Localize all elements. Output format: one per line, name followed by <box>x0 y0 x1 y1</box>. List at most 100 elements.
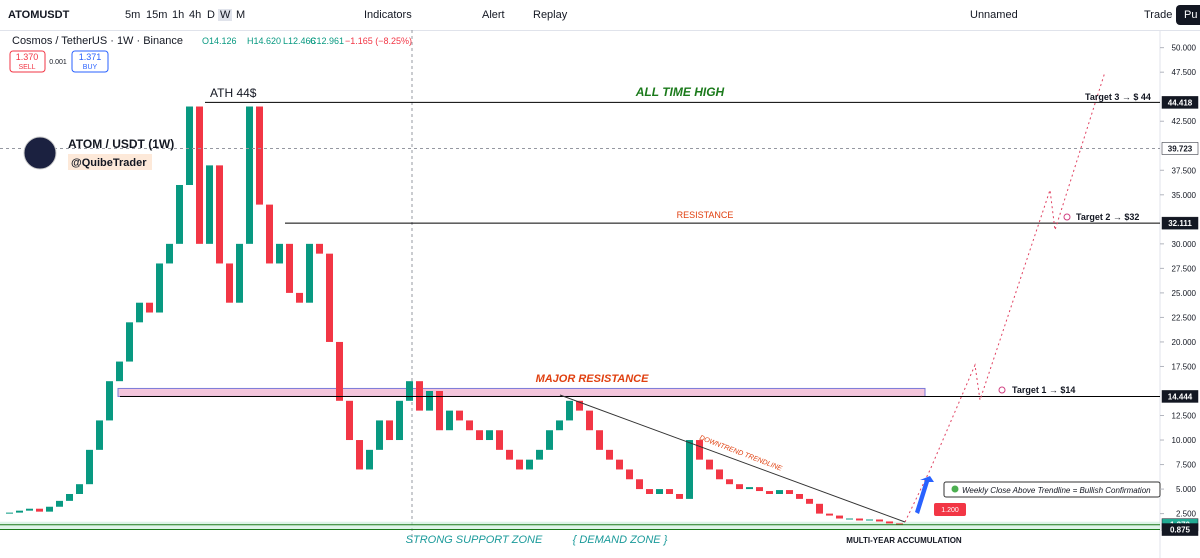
candle <box>846 518 853 520</box>
candle <box>96 420 103 450</box>
candle <box>886 521 893 524</box>
interval[interactable]: 4h <box>189 9 202 21</box>
annotation: RESISTANCE <box>677 210 734 220</box>
annotation: 1.200 <box>941 507 959 514</box>
candle <box>316 243 323 254</box>
candle <box>456 410 463 421</box>
candle <box>166 243 173 264</box>
candle <box>426 390 433 411</box>
candle <box>296 292 303 303</box>
candle <box>836 515 843 519</box>
arrow <box>915 476 934 514</box>
interval[interactable]: W <box>218 9 233 21</box>
candle <box>216 165 223 264</box>
annotation: Target 1 → $14 <box>1012 385 1075 395</box>
candle <box>26 508 33 511</box>
annotation: MULTI-YEAR ACCUMULATION <box>846 536 962 545</box>
level-label: 0.875 <box>1170 526 1191 535</box>
candle <box>656 489 663 494</box>
target-icon <box>1063 213 1071 221</box>
candle <box>856 518 863 521</box>
y-tick-label: 42.500 <box>1172 117 1197 126</box>
candle <box>106 381 113 421</box>
interval[interactable]: 5m <box>125 9 141 21</box>
candle <box>516 459 523 470</box>
candle <box>726 479 733 485</box>
legend-low: L12.466 <box>283 36 316 46</box>
candle <box>466 420 473 431</box>
y-tick-label: 20.000 <box>1172 338 1197 347</box>
symbol[interactable]: ATOMUSDT <box>8 9 70 21</box>
alert[interactable]: Alert <box>482 9 505 21</box>
indicators[interactable]: Indicators <box>364 9 412 21</box>
level-badge <box>1161 390 1199 403</box>
y-tick-label: 2.500 <box>1176 510 1197 519</box>
candle <box>606 449 613 460</box>
candle <box>896 523 903 525</box>
candle <box>706 459 713 470</box>
legend-high: H14.620 <box>247 36 281 46</box>
price-tag <box>934 503 966 516</box>
candle <box>786 490 793 494</box>
y-tick-label: 10.000 <box>1172 436 1197 445</box>
candle <box>386 420 393 441</box>
candle <box>666 489 673 494</box>
candle <box>146 302 153 313</box>
level-label: 32.111 <box>1168 219 1192 228</box>
candle <box>116 361 123 382</box>
candle <box>246 106 253 244</box>
author: @QuibeTrader <box>71 157 147 169</box>
candle <box>66 493 73 501</box>
y-tick-label: 37.500 <box>1172 166 1197 175</box>
candle <box>356 440 363 470</box>
candle <box>646 489 653 494</box>
layout-name[interactable]: Unnamed <box>970 9 1018 21</box>
interval[interactable]: 1h <box>172 9 185 21</box>
candle <box>76 484 83 494</box>
logo <box>23 136 57 170</box>
candle <box>686 440 693 499</box>
replay[interactable]: Replay <box>533 9 568 21</box>
interval[interactable]: D <box>207 9 215 21</box>
candle <box>286 243 293 293</box>
y-tick-label: 7.500 <box>1176 461 1197 470</box>
y-tick-label: 17.500 <box>1172 362 1197 371</box>
author-bg <box>68 154 152 170</box>
spread: 0.001 <box>49 59 67 66</box>
candle <box>56 500 63 507</box>
publish[interactable]: Pu <box>1176 5 1200 25</box>
candle <box>816 503 823 514</box>
annotation: Target 2 → $32 <box>1076 212 1139 222</box>
candle <box>156 263 163 313</box>
candle <box>46 506 53 512</box>
candle <box>476 430 483 441</box>
candle <box>276 243 283 264</box>
sell-button[interactable] <box>9 50 46 73</box>
candle <box>406 381 413 401</box>
y-tick-label: 50.000 <box>1172 44 1197 53</box>
candle <box>616 459 623 470</box>
level-badge <box>1161 523 1199 536</box>
candle <box>826 513 833 516</box>
interval[interactable]: 15m <box>146 9 168 21</box>
candle <box>266 204 273 264</box>
candle <box>746 487 753 490</box>
candle <box>326 253 333 342</box>
candle <box>556 420 563 431</box>
candle <box>806 498 813 504</box>
chart: Cosmos / TetherUS · 1W · Binance O14.126… <box>0 30 1199 558</box>
trade[interactable]: Trade <box>1144 9 1173 21</box>
candle <box>186 106 193 185</box>
candle <box>756 487 763 492</box>
candle <box>16 510 23 513</box>
target-icon <box>998 386 1006 394</box>
annotation: MAJOR RESISTANCE <box>536 373 650 385</box>
candle <box>546 430 553 450</box>
candle <box>796 493 803 499</box>
buy-button[interactable] <box>71 50 109 73</box>
candle <box>416 381 423 411</box>
candle <box>6 512 13 514</box>
interval[interactable]: M <box>236 9 246 21</box>
annotation: Target 3 → $ 44 <box>1085 92 1151 102</box>
candle <box>236 243 243 303</box>
